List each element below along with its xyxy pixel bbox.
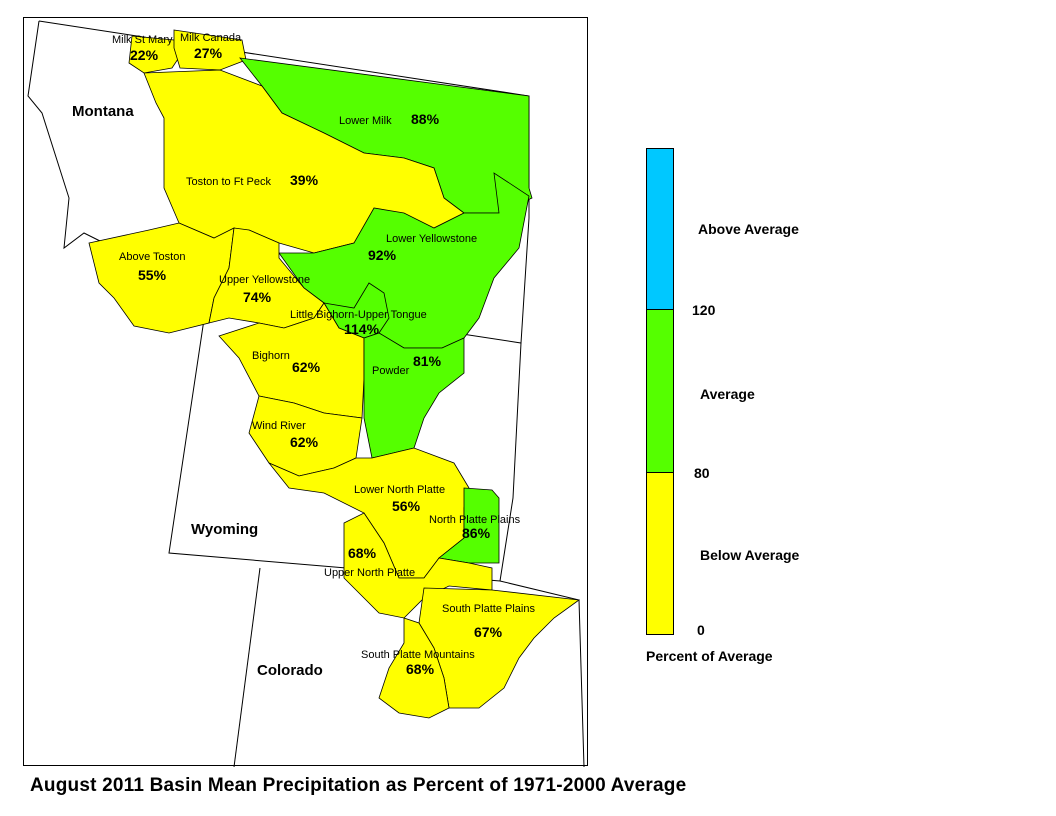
basin-name: Upper Yellowstone bbox=[219, 274, 310, 286]
state-label-colorado: Colorado bbox=[257, 662, 323, 679]
state-label-montana: Montana bbox=[72, 103, 134, 120]
basin-name: Milk St Mary bbox=[112, 34, 173, 46]
montana-west-border bbox=[27, 20, 105, 250]
legend-label-above: Above Average bbox=[698, 221, 799, 237]
basin-name: Upper North Platte bbox=[324, 567, 415, 579]
basin-map: Montana Wyoming Colorado Milk St Mary 22… bbox=[27, 20, 585, 768]
basin-name: North Platte Plains bbox=[429, 514, 521, 526]
basin-name: South Platte Plains bbox=[442, 603, 535, 615]
legend-tick-0: 0 bbox=[697, 622, 705, 638]
basin-name: Milk Canada bbox=[180, 32, 242, 44]
basin-name: Wind River bbox=[252, 420, 306, 432]
legend-swatch-average bbox=[646, 310, 674, 473]
basin-south-platte-mountains bbox=[378, 617, 450, 719]
legend-swatch-above bbox=[646, 148, 674, 310]
basin-value: 68% bbox=[348, 545, 377, 561]
basin-name: Little Bighorn-Upper Tongue bbox=[290, 309, 427, 321]
legend-tick-120: 120 bbox=[692, 302, 716, 318]
basin-name: Powder bbox=[372, 365, 410, 377]
basin-value: 55% bbox=[138, 267, 167, 283]
basin-name: Lower Milk bbox=[339, 115, 392, 127]
map-caption: August 2011 Basin Mean Precipitation as … bbox=[30, 775, 687, 796]
basin-value: 86% bbox=[462, 525, 491, 541]
legend-tick-80: 80 bbox=[694, 465, 710, 481]
basin-north-platte-plains bbox=[438, 487, 500, 564]
basin-value: 39% bbox=[290, 172, 319, 188]
colorado-west-border bbox=[233, 567, 261, 768]
wyoming-east-border bbox=[499, 342, 522, 582]
legend-title: Percent of Average bbox=[646, 648, 773, 664]
basin-labels: Milk St Mary 22% Milk Canada 27% Lower M… bbox=[112, 32, 535, 677]
basin-value: 56% bbox=[392, 498, 421, 514]
legend-label-average: Average bbox=[700, 386, 755, 402]
basin-powder bbox=[363, 332, 465, 459]
basin-value: 114% bbox=[344, 321, 380, 337]
basin-value: 27% bbox=[194, 45, 223, 61]
map-frame: Montana Wyoming Colorado Milk St Mary 22… bbox=[23, 17, 588, 768]
basin-value: 62% bbox=[290, 434, 319, 450]
basin-upper-north-platte bbox=[343, 512, 493, 619]
basin-name: Above Toston bbox=[119, 251, 185, 263]
basin-value: 67% bbox=[474, 624, 503, 640]
basin-name: Lower North Platte bbox=[354, 484, 445, 496]
basin-value: 81% bbox=[413, 353, 442, 369]
legend-label-below: Below Average bbox=[700, 547, 800, 563]
basin-value: 68% bbox=[406, 661, 435, 677]
basin-value: 88% bbox=[411, 111, 440, 127]
basin-name: South Platte Mountains bbox=[361, 649, 475, 661]
basin-value: 92% bbox=[368, 247, 397, 263]
legend-swatch-below bbox=[646, 473, 674, 635]
basin-name: Bighorn bbox=[252, 350, 290, 362]
basin-value: 22% bbox=[130, 47, 159, 63]
basin-value: 74% bbox=[243, 289, 272, 305]
state-label-wyoming: Wyoming bbox=[191, 521, 258, 538]
basin-name: Lower Yellowstone bbox=[386, 233, 477, 245]
basin-name: Toston to Ft Peck bbox=[186, 176, 271, 188]
basin-value: 62% bbox=[292, 359, 321, 375]
